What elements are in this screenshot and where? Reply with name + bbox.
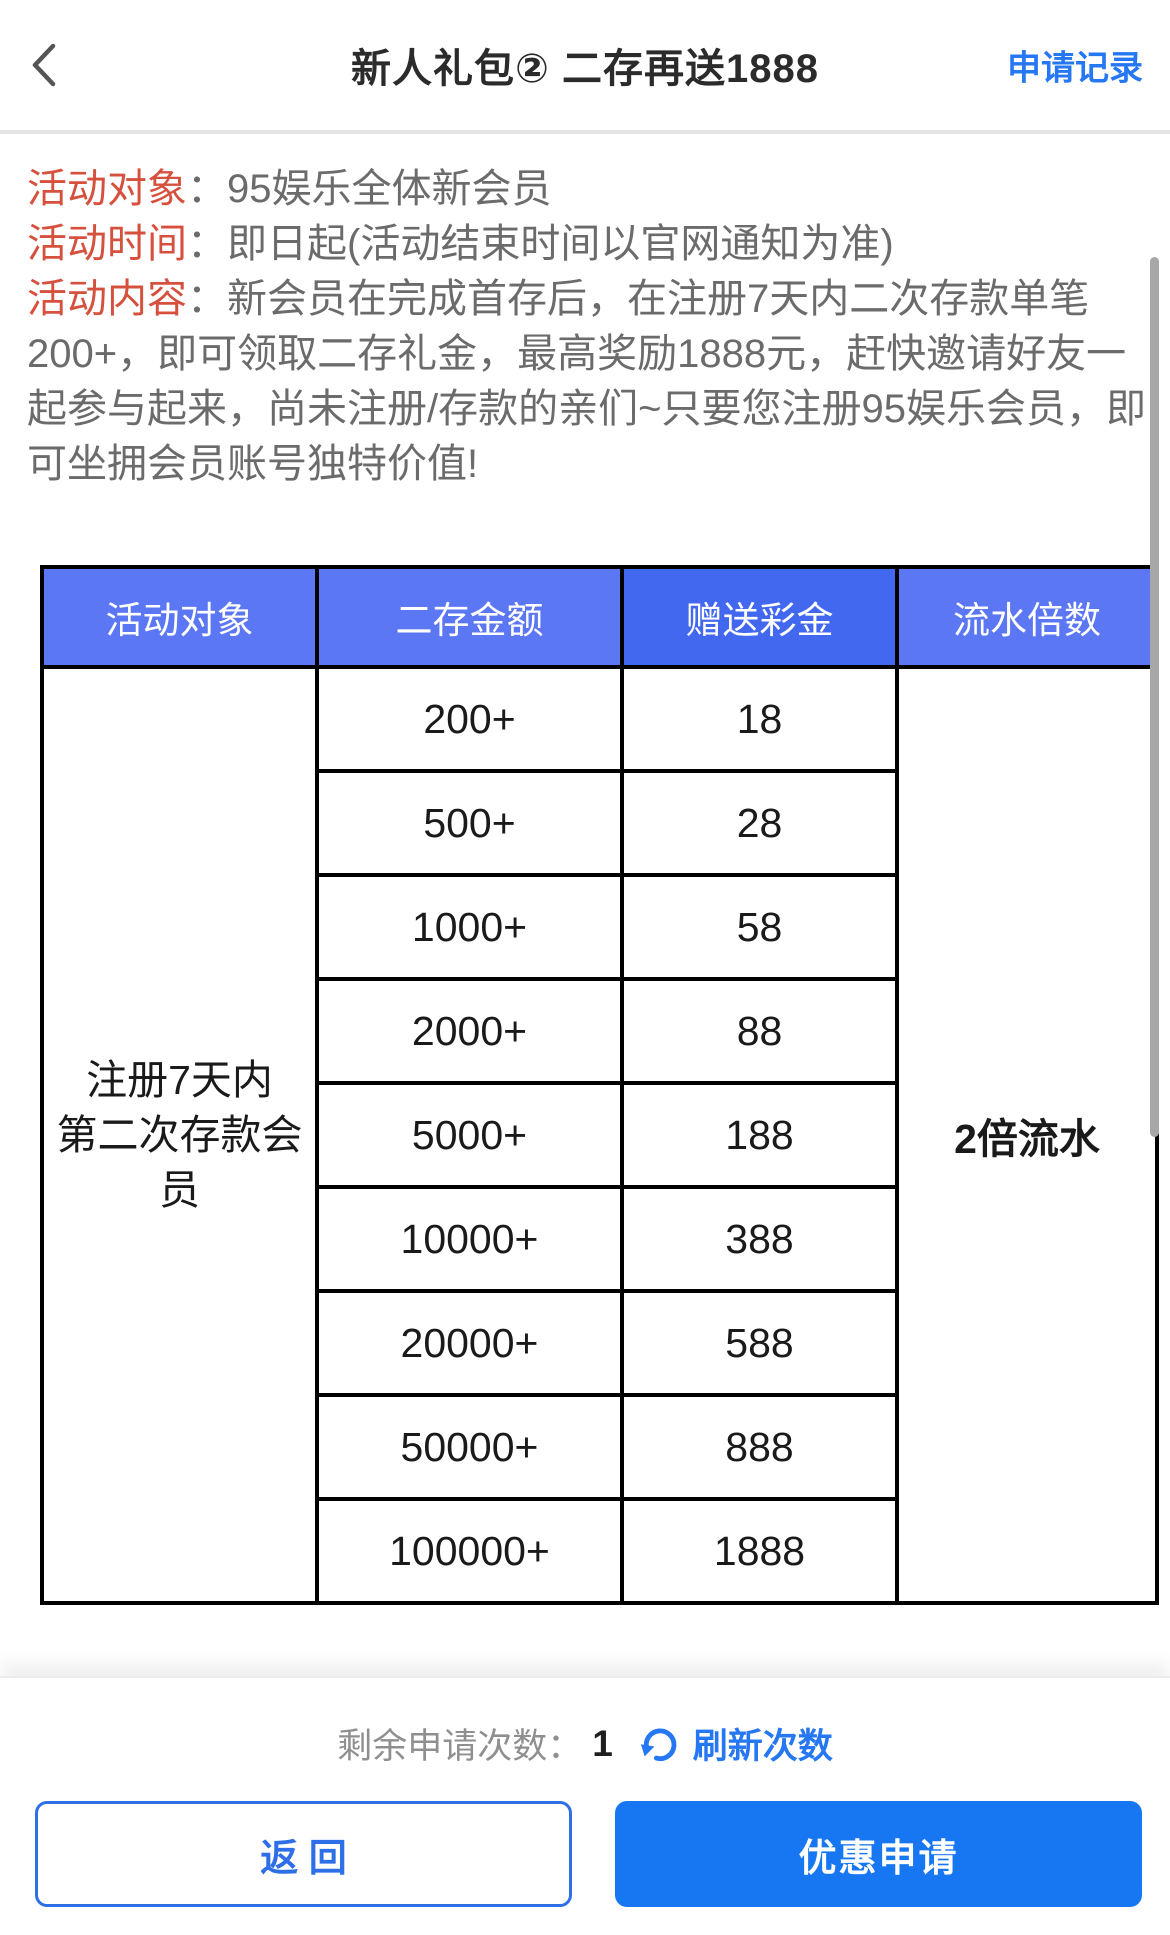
amount-cell: 100000+ <box>315 1497 624 1605</box>
promo-time-line: 活动时间：即日起(活动结束时间以官网通知为准) <box>27 217 1152 272</box>
amount-cell: 20000+ <box>315 1289 624 1397</box>
table-row: 2000+ 88 <box>42 977 1157 1085</box>
back-chevron-icon[interactable] <box>30 41 60 89</box>
col-header-bonus: 赠送彩金 <box>620 565 899 669</box>
apply-button[interactable]: 优惠申请 <box>615 1801 1142 1907</box>
bonus-cell: 888 <box>620 1393 899 1501</box>
turnover-cell: 2倍流水 <box>895 665 1159 1605</box>
promo-description: 活动对象：95娱乐全体新会员 活动时间：即日起(活动结束时间以官网通知为准) 活… <box>0 134 1170 492</box>
bottom-action-bar: 剩余申请次数： 1 刷新次数 返 回 优惠申请 <box>0 1676 1170 1935</box>
refresh-count-link[interactable]: 刷新次数 <box>692 1727 833 1766</box>
table-row: 100000+ 1888 <box>42 1497 1157 1605</box>
bonus-cell: 588 <box>620 1289 899 1397</box>
amount-cell: 2000+ <box>315 977 624 1085</box>
promo-target-label: 活动对象 <box>27 167 187 211</box>
bonus-cell: 388 <box>620 1185 899 1293</box>
bonus-cell: 18 <box>620 665 899 773</box>
amount-cell: 5000+ <box>315 1081 624 1189</box>
page-title: 新人礼包② 二存再送1888 <box>351 47 819 91</box>
promo-time-text: ：即日起(活动结束时间以官网通知为准) <box>187 222 894 266</box>
promo-time-label: 活动时间 <box>27 222 187 266</box>
col-header-amount: 二存金额 <box>315 565 624 669</box>
target-group-line: 注册7天内 <box>86 1056 273 1103</box>
remaining-count: 1 <box>592 1722 613 1764</box>
application-records-link[interactable]: 申请记录 <box>1007 49 1143 88</box>
target-group-cell: 注册7天内 第二次存款会 员 <box>40 665 319 1605</box>
table-row: 1000+ 58 <box>42 873 1157 981</box>
promo-content-label: 活动内容 <box>27 277 187 321</box>
amount-cell: 10000+ <box>315 1185 624 1293</box>
table-row: 20000+ 588 <box>42 1289 1157 1397</box>
remaining-label: 剩余申请次数： <box>337 1727 583 1766</box>
table-row: 500+ 28 <box>42 769 1157 877</box>
promo-content-text: ：新会员在完成首存后，在注册7天内二次存款单笔200+，即可领取二存礼金，最高奖… <box>27 277 1146 486</box>
table-row: 10000+ 388 <box>42 1185 1157 1293</box>
promo-target-line: 活动对象：95娱乐全体新会员 <box>27 162 1152 217</box>
bonus-table: 活动对象 二存金额 赠送彩金 流水倍数 注册7天内 第二次存款会 员 200+ … <box>40 565 1159 1605</box>
action-buttons-row: 返 回 优惠申请 <box>0 1801 1170 1907</box>
target-group-line: 员 <box>159 1166 200 1213</box>
bonus-cell: 58 <box>620 873 899 981</box>
col-header-turnover: 流水倍数 <box>895 565 1159 669</box>
bonus-cell: 1888 <box>620 1497 899 1605</box>
back-button[interactable]: 返 回 <box>35 1801 572 1907</box>
col-header-target: 活动对象 <box>40 565 319 669</box>
page-header: 新人礼包② 二存再送1888 申请记录 <box>0 0 1170 134</box>
remaining-applications-row: 剩余申请次数： 1 刷新次数 <box>0 1718 1170 1769</box>
refresh-icon[interactable] <box>639 1723 681 1765</box>
target-group-line: 第二次存款会 <box>56 1111 303 1158</box>
amount-cell: 1000+ <box>315 873 624 981</box>
table-row: 注册7天内 第二次存款会 员 200+ 18 2倍流水 <box>40 665 1159 1605</box>
amount-cell: 200+ <box>315 665 624 773</box>
table-row: 5000+ 188 <box>42 1081 1157 1189</box>
promo-target-text: ：95娱乐全体新会员 <box>187 167 552 211</box>
amount-cell: 500+ <box>315 769 624 877</box>
bonus-cell: 88 <box>620 977 899 1085</box>
amount-cell: 50000+ <box>315 1393 624 1501</box>
bonus-cell: 188 <box>620 1081 899 1189</box>
table-row: 50000+ 888 <box>42 1393 1157 1501</box>
bonus-cell: 28 <box>620 769 899 877</box>
promo-content-line: 活动内容：新会员在完成首存后，在注册7天内二次存款单笔200+，即可领取二存礼金… <box>27 272 1152 492</box>
table-header-row: 活动对象 二存金额 赠送彩金 流水倍数 <box>40 565 1159 669</box>
scrollbar-thumb[interactable] <box>1150 257 1159 1137</box>
